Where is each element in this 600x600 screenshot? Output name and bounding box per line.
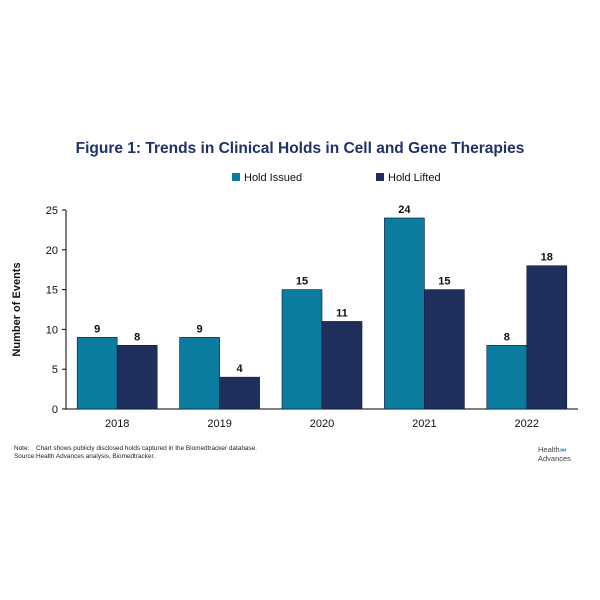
- y-tick-label-3: 15: [46, 285, 58, 297]
- source-text: Health Advances analysis, Biomedtracker.: [36, 453, 155, 460]
- legend-swatch-1: [376, 173, 384, 181]
- bar-2018-1: [116, 345, 158, 410]
- x-tick-label-2: 2020: [310, 418, 334, 430]
- bar-2022-0: [486, 345, 528, 410]
- health-advances-logo: Health»» Advances: [538, 446, 571, 463]
- x-tick-label-1: 2019: [207, 418, 231, 430]
- legend-label-0: Hold Issued: [244, 172, 302, 184]
- note-text: Chart shows publicly disclosed holds cap…: [36, 445, 257, 452]
- data-label-2019-0: 9: [197, 323, 203, 335]
- note-key: Note:: [14, 445, 30, 452]
- source-key: Source:: [14, 453, 37, 460]
- data-labels: 9 8 9 4 15 11 24 15 8 18: [94, 204, 553, 375]
- data-label-2019-1: 4: [237, 363, 244, 375]
- legend-swatch-0: [232, 173, 240, 181]
- y-tick-label-4: 20: [46, 245, 58, 257]
- x-axis: 2018 2019 2020 2021 2022: [66, 408, 578, 430]
- y-tick-label-5: 25: [46, 205, 58, 217]
- y-axis: 0 5 10 15 20 25 Number of Events: [11, 205, 67, 416]
- x-tick-label-3: 2021: [412, 418, 436, 430]
- bar-2021-0: [384, 217, 425, 410]
- data-label-2018-1: 8: [134, 331, 140, 343]
- bar-2022-1: [526, 265, 568, 410]
- y-tick-label-0: 0: [52, 404, 58, 416]
- bars: [76, 217, 568, 410]
- y-tick-label-1: 5: [52, 364, 58, 376]
- y-axis-title: Number of Events: [11, 262, 23, 356]
- bar-chart: Hold Issued Hold Lifted 0 5 10 15 20 25 Number …: [11, 172, 578, 430]
- data-label-2022-0: 8: [504, 331, 510, 343]
- chevron-icon: »»: [559, 447, 567, 454]
- chart-title: Figure 1: Trends in Clinical Holds in Ce…: [75, 140, 525, 157]
- x-tick-label-4: 2022: [515, 418, 539, 430]
- footnote: Note: Chart shows publicly disclosed hold…: [14, 445, 257, 452]
- bar-2020-0: [281, 289, 323, 410]
- y-tick-label-2: 10: [46, 324, 58, 336]
- logo-line2: Advances: [538, 454, 571, 463]
- data-label-2021-0: 24: [398, 204, 411, 216]
- data-label-2021-1: 15: [438, 276, 450, 288]
- x-tick-label-0: 2018: [105, 418, 129, 430]
- bar-2018-0: [76, 337, 118, 410]
- bar-2019-1: [219, 376, 260, 410]
- legend-label-1: Hold Lifted: [388, 172, 441, 184]
- legend: Hold Issued Hold Lifted: [232, 172, 441, 184]
- data-label-2018-0: 9: [94, 323, 100, 335]
- data-label-2022-1: 18: [541, 252, 553, 264]
- bar-2021-1: [424, 289, 465, 410]
- data-label-2020-1: 11: [336, 307, 348, 319]
- bar-2019-0: [179, 337, 220, 410]
- bar-2020-1: [321, 321, 363, 410]
- data-label-2020-0: 15: [296, 276, 308, 288]
- logo-line1: Health: [538, 445, 560, 454]
- source-note: Source:Health Advances analysis, Biomedt…: [14, 453, 155, 460]
